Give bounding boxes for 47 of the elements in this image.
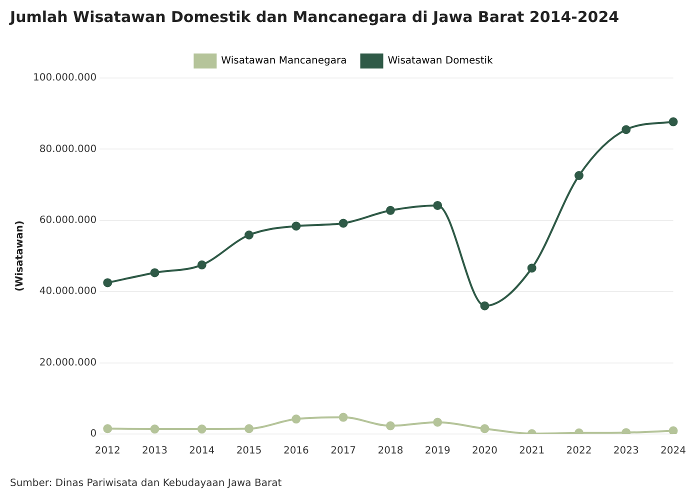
y-tick-label: 20.000.000: [39, 357, 97, 368]
point: [150, 268, 160, 278]
text: Sumber: Dinas Pariwisata dan Kebudayaan Jawa Barat: [10, 478, 282, 489]
point: [244, 424, 254, 434]
point: [668, 117, 678, 126]
x-tick-label: 2024: [660, 446, 686, 457]
point: [668, 426, 678, 434]
legend-label: Wisatawan Mancanegara: [221, 56, 347, 67]
point: [480, 424, 490, 434]
point: [574, 171, 584, 180]
legend-label: Wisatawan Domestik: [388, 56, 494, 67]
x-tick-label: 2013: [142, 446, 168, 457]
x-tick-label: 2021: [519, 446, 545, 457]
y-tick-label: 80.000.000: [39, 144, 97, 155]
point: [197, 260, 206, 270]
point: [244, 230, 254, 240]
point: [292, 414, 301, 424]
x-tick-label: 2022: [566, 446, 592, 457]
x-tick-label: 2019: [424, 446, 450, 457]
point: [433, 200, 442, 210]
point: [103, 278, 112, 288]
y-tick-label: 0: [90, 428, 97, 440]
y-tick-label: 60.000.000: [39, 214, 97, 226]
point: [197, 424, 206, 434]
x-tick-label: 2014: [189, 446, 215, 457]
point: [433, 418, 442, 427]
point: [150, 424, 160, 434]
x-tick-label: 2020: [472, 446, 498, 457]
point: [386, 421, 395, 430]
point: [527, 264, 536, 273]
x-tick-label: 2017: [330, 446, 356, 457]
chart-title: Jumlah Wisatawan Domestik dan Mancanegara di Jawa Barat 2014-2024: [10, 8, 620, 26]
y-tick-label: 40.000.000: [39, 286, 97, 298]
x-tick-label: 2016: [283, 446, 309, 457]
x-tick-label: 2023: [613, 446, 639, 457]
point: [338, 412, 348, 422]
x-tick-label: 2012: [94, 446, 120, 457]
y-tick-label: 100.000.000: [32, 72, 97, 84]
point: [622, 125, 631, 134]
point: [103, 424, 112, 434]
y-axis-title: (Wisatawan): [14, 220, 26, 292]
point: [386, 206, 395, 215]
point: [338, 218, 348, 228]
point: [292, 222, 301, 231]
point: [480, 301, 490, 310]
x-tick-label: 2015: [236, 446, 262, 457]
x-tick-label: 2018: [378, 446, 404, 457]
